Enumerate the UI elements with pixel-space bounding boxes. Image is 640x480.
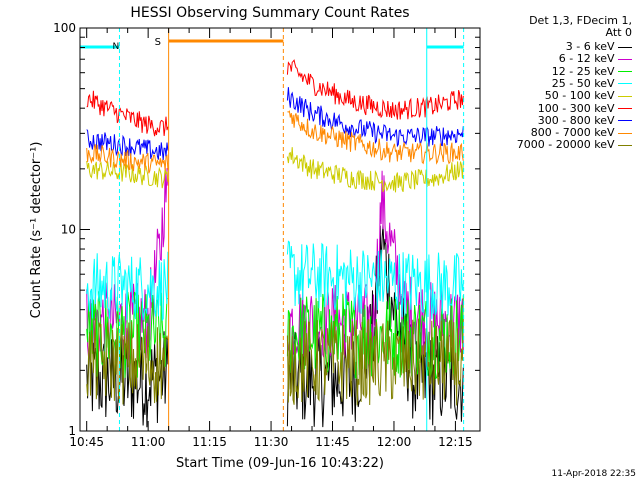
x-tick-label: 11:30 [254, 435, 289, 449]
legend-item: 50 - 100 keV [545, 89, 632, 102]
legend-header: Det 1,3, FDecim 1, [529, 14, 632, 27]
legend-swatch [618, 144, 632, 146]
x-tick-label: 11:45 [315, 435, 350, 449]
series-line-7000-20000-kev-1 [286, 318, 464, 406]
series-line-800-7000-kev-0 [86, 144, 169, 174]
legend-header: Att 0 [605, 26, 632, 39]
legend-item: 300 - 800 keV [538, 114, 632, 127]
legend-swatch [618, 95, 632, 97]
legend-label: 50 - 100 keV [544, 89, 618, 103]
legend-swatch [618, 120, 632, 122]
series-line-50-100-kev-0 [86, 160, 169, 189]
legend-label: 25 - 50 keV [551, 76, 618, 90]
footer-timestamp: 11-Apr-2018 22:35 [552, 469, 636, 479]
y-axis-title: Count Rate (s⁻¹ detector⁻¹) [29, 142, 44, 319]
y-tick-label: 100 [53, 21, 76, 35]
x-tick-label: 12:00 [377, 435, 412, 449]
y-axis: 1 10 100 [53, 21, 480, 438]
legend-label: 6 - 12 keV [558, 52, 618, 66]
x-axis: 10:45 11:00 11:15 11:30 11:45 12:00 12:15 [69, 28, 473, 449]
legend-item: 25 - 50 keV [552, 77, 632, 90]
series-line-100-300-kev-0 [86, 90, 169, 137]
legend-label: 800 - 7000 keV [530, 126, 618, 140]
y-tick-label: 1 [68, 424, 76, 438]
x-tick-label: 10:45 [69, 435, 104, 449]
legend-item: 800 - 7000 keV [531, 126, 632, 139]
series-line-800-7000-kev-1 [287, 110, 464, 165]
legend-swatch [618, 132, 632, 134]
legend-item: 100 - 300 keV [538, 102, 632, 115]
x-axis-title: Start Time (09-Jun-16 10:43:22) [176, 456, 384, 471]
legend-label: 300 - 800 keV [537, 113, 618, 127]
legend-item: 12 - 25 keV [552, 65, 632, 78]
x-tick-label: 11:15 [192, 435, 227, 449]
legend-label: 100 - 300 keV [537, 101, 618, 115]
y-tick-label: 10 [61, 223, 76, 237]
legend-swatch [618, 108, 632, 109]
series-line-50-100-kev-1 [286, 147, 464, 193]
legend-label: 3 - 6 keV [565, 40, 618, 53]
series-line-3-6-kev-0 [86, 331, 169, 428]
series-line-300-800-kev-1 [286, 87, 464, 148]
series-line-7000-20000-kev-0 [86, 318, 169, 405]
series-line-25-50-kev-1 [286, 240, 464, 320]
series-line-25-50-kev-0 [86, 251, 169, 321]
chart-title: HESSI Observing Summary Count Rates [130, 5, 409, 21]
saa-label: S [155, 37, 161, 48]
legend-label: 12 - 25 keV [551, 64, 618, 78]
legend-item: 6 - 12 keV [559, 52, 632, 65]
legend-label: 7000 - 20000 keV [516, 138, 618, 152]
legend-swatch [618, 46, 632, 48]
night-label: N [112, 42, 119, 52]
legend-swatch [618, 58, 632, 60]
series-line-100-300-kev-1 [286, 59, 464, 120]
legend-swatch [618, 71, 632, 73]
x-tick-label: 11:00 [131, 435, 166, 449]
legend-item: 3 - 6 keV [566, 40, 632, 53]
series-line-300-800-kev-0 [86, 129, 169, 161]
legend-item: 7000 - 20000 keV [517, 138, 632, 151]
x-tick-label: 12:15 [438, 435, 473, 449]
legend-swatch [618, 83, 632, 85]
